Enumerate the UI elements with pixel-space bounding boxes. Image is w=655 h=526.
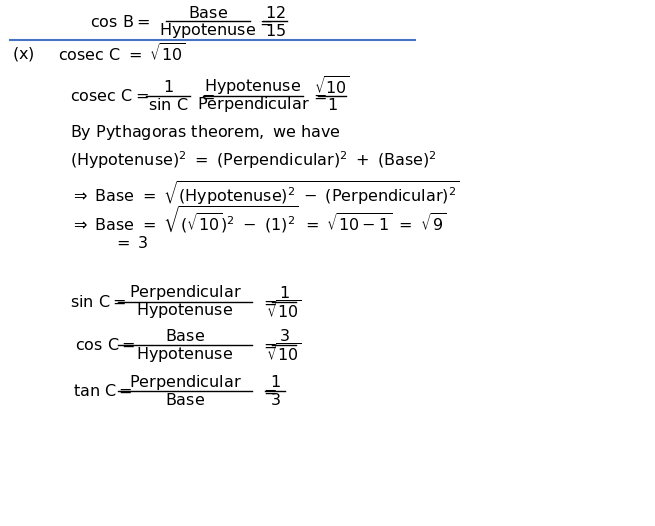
Text: $\mathrm{Hypotenuse}$: $\mathrm{Hypotenuse}$: [159, 22, 257, 41]
Text: $\mathrm{Base}$: $\mathrm{Base}$: [165, 328, 205, 344]
Text: $\mathrm{Base}$: $\mathrm{Base}$: [188, 5, 228, 21]
Text: $\mathrm{Perpendicular}$: $\mathrm{Perpendicular}$: [196, 96, 309, 115]
Text: $\mathrm{cos\ C=}$: $\mathrm{cos\ C=}$: [75, 337, 135, 353]
Text: $\mathrm{Base}$: $\mathrm{Base}$: [165, 392, 205, 408]
Text: $\mathrm{\sqrt{10}}$: $\mathrm{\sqrt{10}}$: [266, 300, 302, 322]
Text: $\mathrm{(Hypotenuse)^2\ =\ (Perpendicular)^2\ +\ (Base)^2}$: $\mathrm{(Hypotenuse)^2\ =\ (Perpendicul…: [70, 149, 437, 171]
Text: $\mathrm{12}$: $\mathrm{12}$: [265, 5, 286, 21]
Text: $\mathrm{\Rightarrow\ Base\ =\ \sqrt{(Hypotenuse)^2\ -\ (Perpendicular)^2}}$: $\mathrm{\Rightarrow\ Base\ =\ \sqrt{(Hy…: [70, 179, 460, 207]
Text: $\mathrm{cosec\ C\ =\ \sqrt{10}}$: $\mathrm{cosec\ C\ =\ \sqrt{10}}$: [58, 43, 186, 65]
Text: $\mathrm{tan\ C=}$: $\mathrm{tan\ C=}$: [73, 383, 132, 399]
Text: $\mathrm{Perpendicular}$: $\mathrm{Perpendicular}$: [128, 372, 241, 391]
Text: $\mathrm{=\ 3}$: $\mathrm{=\ 3}$: [113, 235, 149, 251]
Text: $\mathrm{=}$: $\mathrm{=}$: [260, 338, 277, 352]
Text: $\mathrm{By\ Pythagoras\ theorem,\ we\ have}$: $\mathrm{By\ Pythagoras\ theorem,\ we\ h…: [70, 124, 341, 143]
Text: $\mathrm{=}$: $\mathrm{=}$: [260, 383, 277, 399]
Text: $\mathrm{1}$: $\mathrm{1}$: [327, 97, 337, 113]
Text: $\mathrm{Hypotenuse}$: $\mathrm{Hypotenuse}$: [204, 77, 301, 96]
Text: $\mathrm{Perpendicular}$: $\mathrm{Perpendicular}$: [128, 284, 241, 302]
Text: $\mathrm{sin\ C}$: $\mathrm{sin\ C}$: [148, 97, 188, 113]
Text: $\mathrm{1}$: $\mathrm{1}$: [278, 285, 290, 301]
Text: $\mathrm{cos\ B=}$: $\mathrm{cos\ B=}$: [90, 14, 150, 30]
Text: $\mathrm{Hypotenuse}$: $\mathrm{Hypotenuse}$: [136, 301, 234, 320]
Text: $\mathrm{1}$: $\mathrm{1}$: [162, 79, 174, 95]
Text: $\mathrm{cosec\ C=}$: $\mathrm{cosec\ C=}$: [70, 88, 149, 104]
Text: $\mathrm{(x)}$: $\mathrm{(x)}$: [12, 45, 35, 63]
Text: $\mathrm{=}$: $\mathrm{=}$: [260, 295, 277, 309]
Text: $\mathrm{\sqrt{10}}$: $\mathrm{\sqrt{10}}$: [314, 76, 350, 98]
Text: $\mathrm{\Rightarrow\ Base\ =\ \sqrt{(\sqrt{10})^2\ -\ (1)^2}\ =\ \sqrt{10-1}\ =: $\mathrm{\Rightarrow\ Base\ =\ \sqrt{(\s…: [70, 205, 446, 236]
Text: $\mathrm{1}$: $\mathrm{1}$: [270, 374, 280, 390]
Text: $\mathrm{Hypotenuse}$: $\mathrm{Hypotenuse}$: [136, 345, 234, 363]
Text: $\mathrm{=}$: $\mathrm{=}$: [310, 88, 327, 104]
Text: $\mathrm{3}$: $\mathrm{3}$: [270, 392, 280, 408]
Text: $\mathrm{sin\ C=}$: $\mathrm{sin\ C=}$: [70, 294, 126, 310]
Text: $\mathrm{\sqrt{10}}$: $\mathrm{\sqrt{10}}$: [266, 343, 302, 365]
Text: $\mathrm{15}$: $\mathrm{15}$: [265, 23, 286, 39]
Text: $\mathrm{=}$: $\mathrm{=}$: [256, 15, 273, 29]
Text: $\mathrm{=}$: $\mathrm{=}$: [198, 88, 215, 104]
Text: $\mathrm{3}$: $\mathrm{3}$: [278, 328, 290, 344]
